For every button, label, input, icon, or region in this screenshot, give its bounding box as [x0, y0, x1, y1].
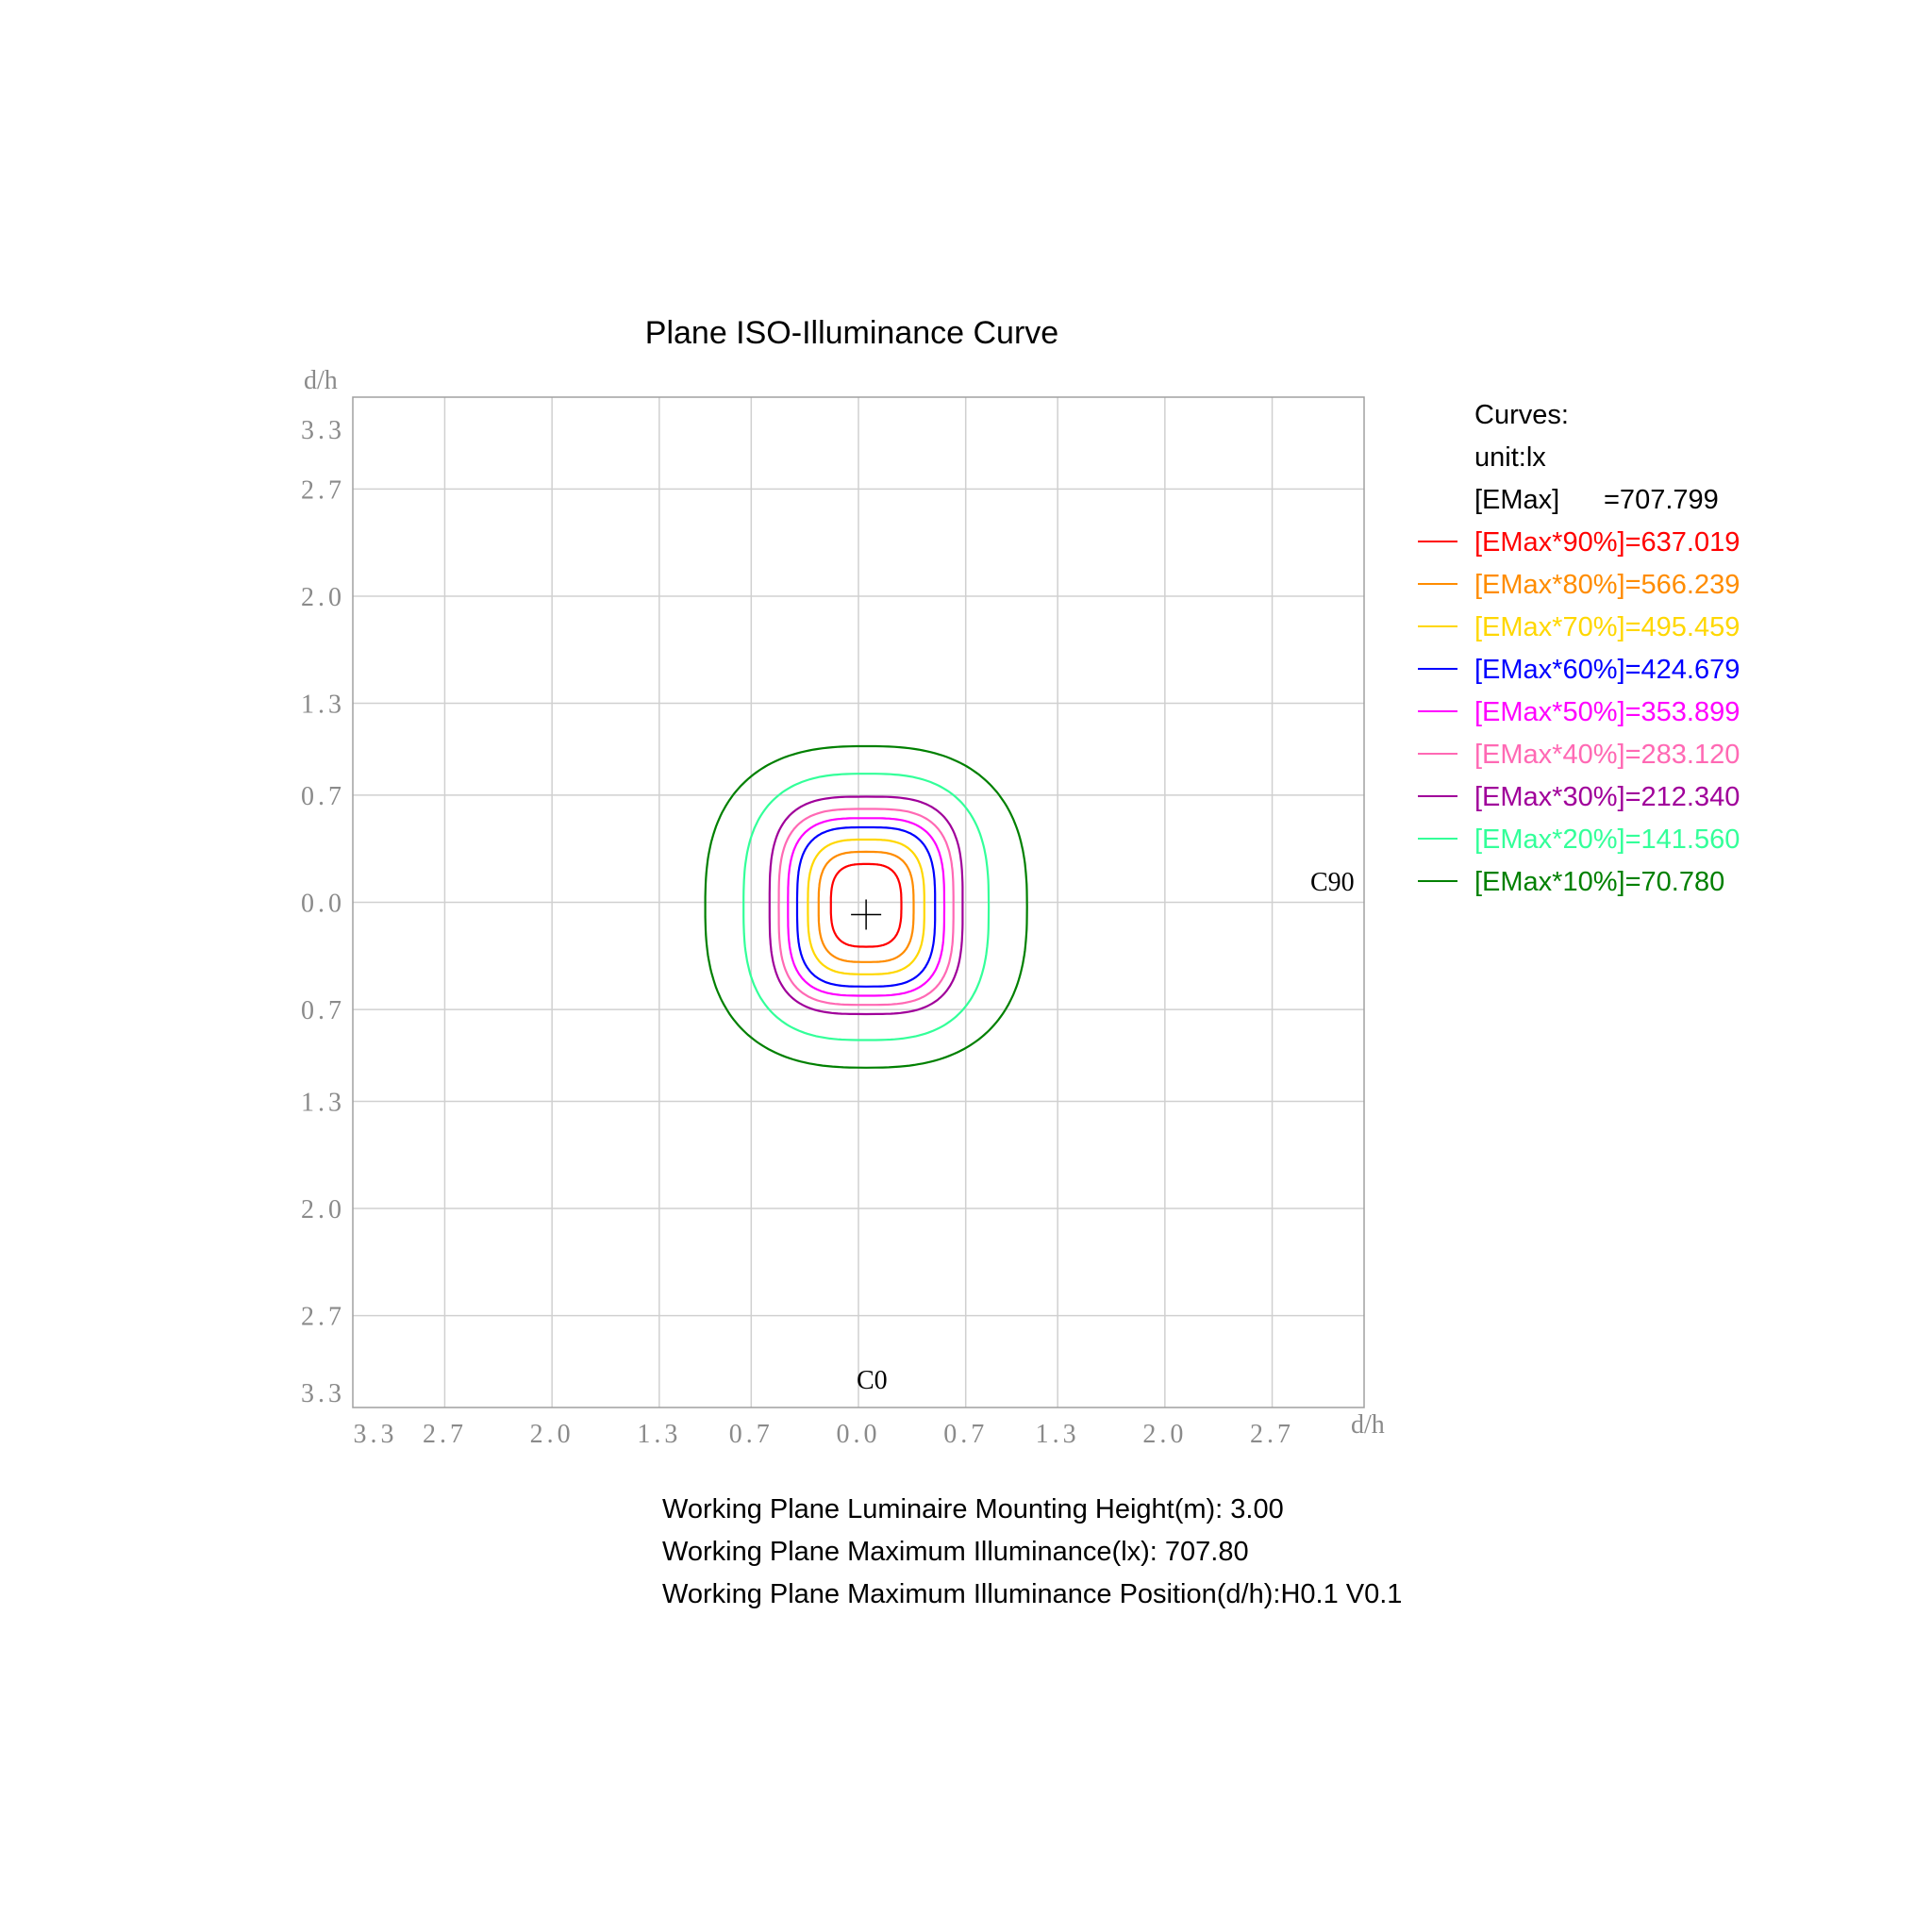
c0-label: C0: [857, 1366, 888, 1395]
y-tick-label-10: 3.3: [301, 1379, 345, 1408]
max-illuminance-marker: [851, 899, 882, 930]
x-tick-label-8: 2.0: [1142, 1420, 1187, 1449]
tick-labels: 3.3 2.7 2.0 1.3 0.7 0.0 0.7 1.3 2.0 2.7 3.3 2.7 2.0 1…: [301, 416, 1294, 1449]
y-tick-label-3: 1.3: [301, 691, 345, 720]
x-tick-label-7: 1.3: [1036, 1420, 1080, 1449]
y-tick-label-8: 2.0: [301, 1195, 345, 1224]
grid: [353, 397, 1364, 1407]
x-tick-label-1: 2.7: [423, 1420, 467, 1449]
legend-entries: [EMax*90%]=637.019 [EMax*80%]=566.239 [EMa…: [1418, 527, 1740, 897]
y-tick-label-7: 1.3: [301, 1088, 345, 1117]
legend-entry-4: [EMax*60%]=424.679: [1474, 655, 1740, 685]
y-tick-label-9: 2.7: [301, 1303, 345, 1332]
contour-curves: [704, 744, 1028, 1069]
legend-emax-label: [EMax]: [1474, 485, 1559, 515]
y-tick-label-1: 2.7: [301, 475, 345, 505]
footer-mounting-height: Working Plane Luminaire Mounting Height(…: [662, 1494, 1284, 1524]
legend-entry-5: [EMax*50%]=353.899: [1474, 697, 1740, 727]
x-tick-label-6: 0.7: [943, 1420, 988, 1449]
legend-entry-3: [EMax*70%]=495.459: [1474, 612, 1740, 642]
x-tick-label-3: 1.3: [637, 1420, 681, 1449]
legend-entry-8: [EMax*20%]=141.560: [1474, 824, 1740, 855]
contour-line-4: [795, 825, 937, 988]
contour-line-6: [777, 808, 955, 1007]
y-tick-label-4: 0.7: [301, 782, 345, 811]
legend-emax-value: =707.799: [1604, 485, 1719, 515]
x-tick-label-9: 2.7: [1250, 1420, 1294, 1449]
x-tick-label-5: 0.0: [837, 1420, 881, 1449]
contour-line-7: [768, 795, 964, 1016]
legend-unit: unit:lx: [1474, 442, 1546, 473]
legend: Curves: unit:lx [EMax] =707.799 [EMax*90…: [1418, 400, 1740, 897]
legend-entry-7: [EMax*30%]=212.340: [1474, 782, 1740, 812]
footer-max-illuminance: Working Plane Maximum Illuminance(lx): 7…: [662, 1537, 1249, 1567]
footer-info: Working Plane Luminaire Mounting Height(…: [662, 1494, 1402, 1609]
contour-line-3: [807, 838, 925, 975]
contour-line-9: [704, 744, 1028, 1069]
y-axis-label: d/h: [304, 366, 338, 395]
contour-line-1: [829, 862, 903, 948]
legend-entry-1: [EMax*90%]=637.019: [1474, 527, 1740, 558]
x-tick-label-0: 3.3: [354, 1420, 398, 1449]
x-tick-label-4: 0.7: [729, 1420, 774, 1449]
legend-entry-6: [EMax*40%]=283.120: [1474, 740, 1740, 770]
legend-entry-9: [EMax*10%]=70.780: [1474, 867, 1724, 897]
y-tick-label-0: 3.3: [301, 416, 345, 445]
y-tick-label-2: 2.0: [301, 583, 345, 612]
y-tick-label-6: 0.7: [301, 996, 345, 1025]
chart-title: Plane ISO-Illuminance Curve: [645, 315, 1058, 351]
x-axis-label: d/h: [1351, 1410, 1385, 1440]
footer-max-position: Working Plane Maximum Illuminance Positi…: [662, 1579, 1402, 1609]
legend-heading: Curves:: [1474, 400, 1569, 430]
legend-entry-2: [EMax*80%]=566.239: [1474, 570, 1740, 600]
contour-line-2: [817, 850, 915, 963]
y-tick-label-5: 0.0: [301, 890, 345, 919]
plot-area-border: [352, 396, 1365, 1408]
c90-label: C90: [1310, 868, 1355, 897]
x-tick-label-2: 2.0: [530, 1420, 575, 1449]
contour-line-8: [742, 773, 991, 1041]
contour-line-5: [787, 817, 946, 997]
plot-frame: [352, 396, 1365, 1408]
